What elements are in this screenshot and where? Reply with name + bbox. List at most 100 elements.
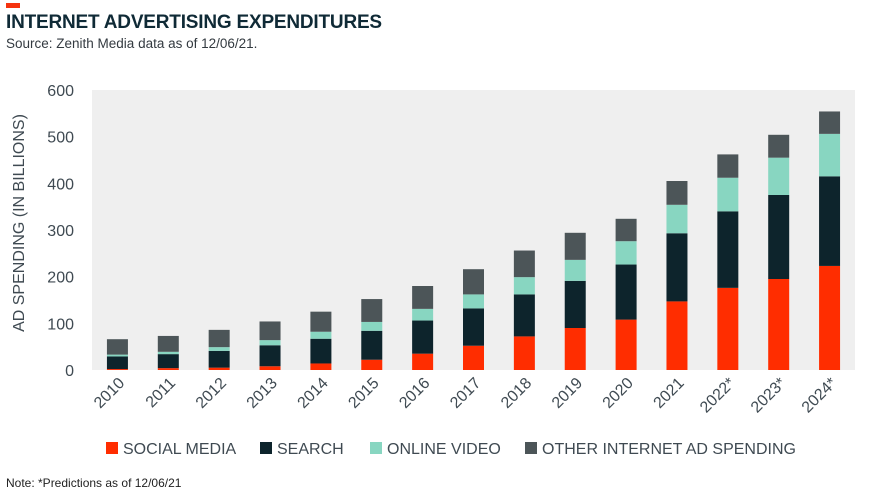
bar-segment-online-video bbox=[412, 308, 434, 321]
bar-segment-social-media bbox=[157, 368, 179, 370]
y-axis-ticks: 0 100 200 300 400 500 600 bbox=[47, 83, 74, 380]
x-tick-label: 2021 bbox=[651, 375, 688, 412]
legend-swatch bbox=[106, 442, 118, 454]
bar-segment-other-internet-ad-spending bbox=[463, 269, 484, 295]
bar-segment-other-internet-ad-spending bbox=[717, 154, 739, 178]
bar-segment-social-media bbox=[412, 353, 434, 370]
x-tick-label: 2018 bbox=[498, 375, 535, 412]
y-tick-label: 200 bbox=[47, 270, 74, 287]
bar-segment-social-media bbox=[615, 319, 637, 370]
x-tick-label: 2017 bbox=[447, 375, 484, 412]
bar-segment-search bbox=[361, 330, 383, 360]
bar-segment-social-media bbox=[564, 328, 586, 370]
bar-segment-other-internet-ad-spending bbox=[768, 134, 790, 158]
chart-subtitle: Source: Zenith Media data as of 12/06/21… bbox=[6, 36, 258, 51]
bar-segment-online-video bbox=[259, 340, 281, 346]
bar-segment-search bbox=[768, 195, 790, 279]
x-tick-label: 2016 bbox=[396, 375, 433, 412]
bar-segment-online-video bbox=[310, 331, 332, 339]
bar-segment-social-media bbox=[310, 363, 332, 370]
bar-segment-other-internet-ad-spending bbox=[615, 218, 637, 242]
y-tick-label: 100 bbox=[47, 316, 74, 333]
bar-segment-search bbox=[157, 354, 179, 369]
bar-segment-other-internet-ad-spending bbox=[412, 286, 434, 309]
legend-label: SOCIAL MEDIA bbox=[123, 441, 237, 458]
bar-segment-search bbox=[819, 176, 841, 266]
bar-segment-search bbox=[666, 233, 688, 302]
bar-segment-search bbox=[564, 280, 586, 328]
bar-segment-social-media bbox=[666, 301, 688, 370]
bar-segment-search bbox=[717, 211, 739, 288]
bar-segment-online-video bbox=[157, 351, 179, 355]
bar-segment-online-video bbox=[564, 259, 586, 281]
legend-swatch bbox=[260, 442, 272, 454]
y-tick-label: 0 bbox=[65, 363, 74, 380]
bar-segment-social-media bbox=[513, 336, 535, 370]
x-tick-label: 2023* bbox=[748, 375, 790, 417]
x-tick-label: 2024* bbox=[799, 375, 841, 417]
bar-segment-online-video bbox=[513, 277, 535, 295]
legend-swatch bbox=[525, 442, 537, 454]
bar-segment-social-media bbox=[259, 366, 281, 370]
bar-segment-social-media bbox=[208, 367, 230, 370]
bar-segment-other-internet-ad-spending bbox=[513, 250, 535, 278]
x-tick-label: 2022* bbox=[697, 375, 739, 417]
bar-segment-search bbox=[208, 350, 230, 368]
bar-segment-online-video bbox=[463, 294, 484, 309]
bar-segment-other-internet-ad-spending bbox=[564, 232, 586, 260]
bar-segment-other-internet-ad-spending bbox=[106, 339, 128, 355]
bar-segment-online-video bbox=[106, 354, 128, 357]
legend-label: ONLINE VIDEO bbox=[387, 441, 501, 458]
bar-segment-social-media bbox=[768, 279, 790, 370]
bar-segment-other-internet-ad-spending bbox=[310, 311, 332, 332]
bar-segment-other-internet-ad-spending bbox=[361, 299, 383, 322]
legend-swatch bbox=[370, 442, 382, 454]
y-tick-label: 400 bbox=[47, 176, 74, 193]
x-axis-ticks: 2010 2011 2012 2013 2014 2015 2016 2017 2018 2019… bbox=[91, 375, 840, 417]
y-tick-label: 300 bbox=[47, 223, 74, 240]
y-axis-label: AD SPENDING (IN BILLIONS) bbox=[11, 114, 28, 332]
legend-label: SEARCH bbox=[277, 441, 344, 458]
bar-segment-online-video bbox=[768, 157, 790, 195]
bar-segment-other-internet-ad-spending bbox=[208, 329, 230, 348]
bar-segment-search bbox=[412, 320, 434, 354]
x-tick-label: 2019 bbox=[549, 375, 586, 412]
bar-segment-social-media bbox=[819, 265, 841, 370]
bar-segment-online-video bbox=[361, 321, 383, 331]
x-tick-label: 2012 bbox=[193, 375, 230, 412]
x-tick-label: 2011 bbox=[143, 375, 179, 411]
bar-segment-search bbox=[463, 308, 484, 346]
x-tick-label: 2014 bbox=[295, 375, 332, 412]
footnote: Note: *Predictions as of 12/06/21 bbox=[6, 476, 182, 490]
bar-segment-social-media bbox=[717, 287, 739, 370]
bar-segment-online-video bbox=[666, 204, 688, 234]
bar-segment-search bbox=[310, 338, 332, 364]
bar-segment-search bbox=[106, 356, 128, 370]
x-tick-label: 2020 bbox=[600, 375, 637, 412]
bar-segment-social-media bbox=[463, 345, 484, 370]
bar-segment-other-internet-ad-spending bbox=[259, 321, 281, 341]
title-accent-bar bbox=[6, 3, 20, 8]
chart-title: INTERNET ADVERTISING EXPENDITURES bbox=[6, 12, 382, 33]
bar-segment-search bbox=[615, 264, 637, 320]
bar-segment-search bbox=[513, 294, 535, 337]
x-tick-label: 2015 bbox=[345, 375, 382, 412]
legend-label: OTHER INTERNET AD SPENDING bbox=[542, 441, 796, 458]
bar-segment-other-internet-ad-spending bbox=[819, 111, 841, 134]
bar-segment-online-video bbox=[615, 241, 637, 265]
bar-segment-search bbox=[259, 345, 281, 367]
bar-stacks bbox=[106, 111, 841, 370]
y-tick-label: 600 bbox=[47, 83, 74, 100]
bar-segment-social-media bbox=[106, 369, 128, 370]
x-tick-label: 2013 bbox=[244, 375, 281, 412]
bar-segment-other-internet-ad-spending bbox=[157, 335, 179, 352]
bar-segment-online-video bbox=[717, 177, 739, 212]
bar-segment-social-media bbox=[361, 359, 383, 370]
bar-segment-online-video bbox=[208, 347, 230, 351]
x-tick-label: 2010 bbox=[91, 375, 128, 412]
bar-segment-online-video bbox=[819, 133, 841, 177]
y-tick-label: 500 bbox=[47, 130, 74, 147]
legend: SOCIAL MEDIA SEARCH ONLINE VIDEO OTHER INTE… bbox=[106, 441, 796, 458]
bar-segment-other-internet-ad-spending bbox=[666, 181, 688, 205]
